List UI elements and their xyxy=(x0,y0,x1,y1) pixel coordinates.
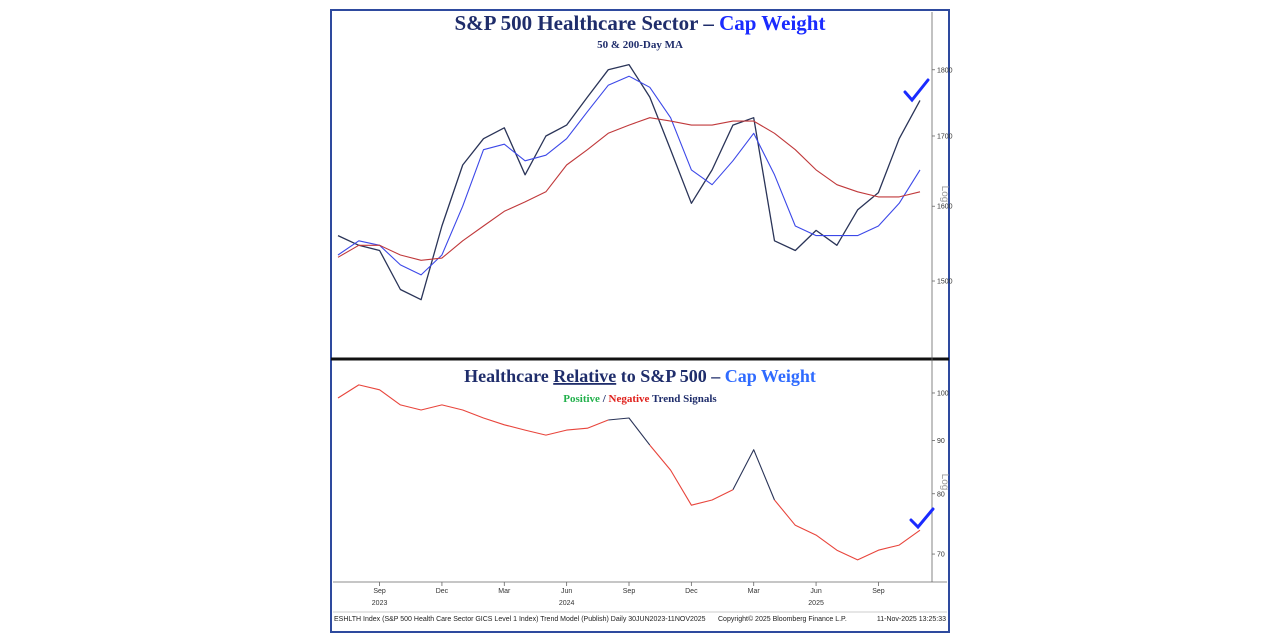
year-label: 2023 xyxy=(372,600,388,607)
title-part: Healthcare xyxy=(464,366,553,386)
series-line xyxy=(608,417,776,501)
frame xyxy=(330,9,950,633)
y-tick-label: 90 xyxy=(937,438,945,445)
y-tick-label: 70 xyxy=(937,552,945,559)
x-tick-label: Sep xyxy=(373,588,386,595)
chart-subtitle: 50 & 200-Day MA xyxy=(597,39,683,51)
title-part: Relative xyxy=(553,366,616,386)
chart-title: Healthcare Relative to S&P 500 – Cap Wei… xyxy=(464,366,816,386)
chart-title: S&P 500 Healthcare Sector – Cap Weight xyxy=(455,11,826,35)
check-mark xyxy=(903,78,930,103)
series-line xyxy=(337,75,921,276)
subtitle-text: Trend Signals xyxy=(649,393,717,405)
x-tick-label: Sep xyxy=(623,588,636,595)
legend-label: Positive xyxy=(563,393,600,405)
y-tick-label: 1800 xyxy=(937,67,953,74)
scale-label: Log xyxy=(939,186,950,203)
y-tick-label: 80 xyxy=(937,491,945,498)
x-tick-label: Mar xyxy=(748,588,761,595)
title-part: Cap Weight xyxy=(719,11,825,35)
x-tick-label: Dec xyxy=(436,588,449,595)
footer-copyright: Copyright© 2025 Bloomberg Finance L.P. xyxy=(718,615,847,623)
footer-date: 11-Nov-2025 13:25:33 xyxy=(877,616,946,623)
series-line xyxy=(337,384,921,561)
y-tick-label: 1600 xyxy=(937,204,953,211)
x-tick-label: Jun xyxy=(561,588,572,595)
title-part: S&P 500 Healthcare Sector – xyxy=(455,11,720,35)
check-mark xyxy=(909,507,935,530)
year-label: 2025 xyxy=(808,600,824,607)
title-part: Cap Weight xyxy=(725,366,816,386)
chart-subtitle: Positive / Negative Trend Signals xyxy=(563,393,717,405)
x-tick-label: Sep xyxy=(872,588,885,595)
x-tick-label: Mar xyxy=(498,588,511,595)
series-line xyxy=(337,117,921,261)
x-tick-label: Dec xyxy=(685,588,698,595)
y-tick-label: 1700 xyxy=(937,133,953,140)
footer-source: ESHLTH Index (S&P 500 Health Care Sector… xyxy=(334,616,706,623)
x-tick-label: Jun xyxy=(810,588,821,595)
scale-label: Log xyxy=(939,474,950,491)
subtitle-sep: / xyxy=(600,393,609,405)
y-tick-label: 100 xyxy=(937,390,949,397)
legend-label: Negative xyxy=(609,393,650,405)
y-tick-label: 1500 xyxy=(937,279,953,286)
year-label: 2024 xyxy=(559,600,575,607)
title-part: to S&P 500 – xyxy=(616,366,725,386)
